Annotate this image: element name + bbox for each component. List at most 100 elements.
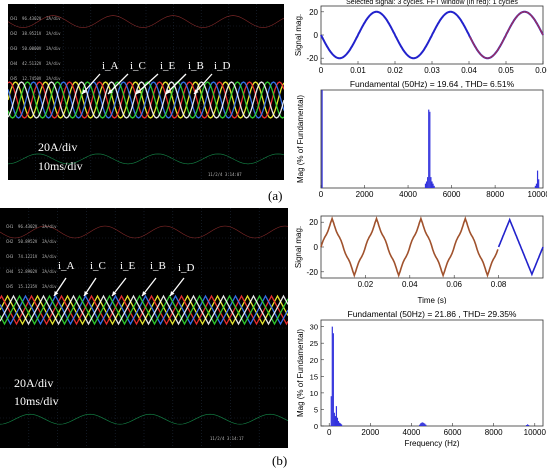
scale-time-b: 10ms/div [14,394,59,408]
phase-current-trace [0,294,288,326]
x-tick-label: 0.03 [424,66,440,75]
arrow-head [170,291,175,296]
x-tick-label: 0 [327,428,332,437]
scale-current-b: 20A/div [14,376,54,390]
voltage-trace [0,413,288,425]
voltage-trace [8,153,284,165]
phase-current-trace [0,294,288,326]
spectrum-title: Fundamental (50Hz) = 21.86 , THD= 29.35% [348,309,517,319]
signal-line [497,217,544,277]
phase-current-trace [8,81,284,119]
x-tick-label: 0.05 [498,66,514,75]
y-tick-label: 20 [310,356,318,365]
phase-current-trace [8,81,284,119]
label-iA: i_A [102,60,119,72]
x-tick-label: 0.08 [491,280,507,289]
x-axis-label: Frequency (Hz) [404,439,459,448]
label-iA: i_A [58,260,75,272]
pointer-arrow [165,73,187,95]
label-iB: i_B [188,60,204,72]
phase-current-trace [0,294,288,326]
y-tick-label: -20 [306,268,318,277]
x-tick-label: 0.02 [387,66,403,75]
pointer-arrow [107,73,129,95]
oscilloscope-b: CH1 96.4302V 2A/div CH2 50.8952V 2A/div … [0,208,288,448]
scale-time-a: 10ms/div [38,159,83,173]
time-plot-a-svg: Selected signal: 3 cycles. FFT window (i… [294,0,550,75]
y-tick-label: 30 [310,323,318,332]
label-iE: i_E [120,260,136,272]
y-tick-label: 20 [309,8,318,17]
oscilloscope-a: CH1 96.4302V 2A/div CH2 38.9521V 2A/div … [8,4,284,180]
x-tick-label: 0.06 [446,280,462,289]
voltage-trace [8,15,284,28]
label-iD: i_D [178,262,195,274]
y-axis-label: Signal mag. [294,14,303,56]
phase-current-trace [8,81,284,119]
figure-label-b: (b) [272,453,288,468]
phase-current-trace [0,294,288,326]
x-tick-label: 0.04 [402,280,418,289]
y-axis-label: Mag (% of Fundamental) [296,329,305,417]
x-tick-label: 6000 [444,428,462,437]
x-tick-label: 10000 [528,190,547,199]
x-tick-label: 2000 [356,190,374,199]
scope-a-traces [8,4,284,180]
y-tick-label: 20 [309,218,318,227]
spectrum-b: Fundamental (50Hz) = 21.86 , THD= 29.35%… [291,308,547,448]
phase-current-trace [8,81,284,119]
arrow-head [142,291,147,296]
x-tick-label: 4000 [399,190,417,199]
x-tick-label: 0 [319,190,324,199]
fft-window-line [320,216,499,278]
arrow-head [84,291,89,296]
x-tick-label: 0.01 [350,66,366,75]
spectrum-a: Fundamental (50Hz) = 19.64 , THD= 6.51% 0… [291,78,550,200]
channel-row: CH2 38.9521V 2A/div [10,31,61,36]
y-tick-label: 0 [314,243,319,252]
y-tick-label: 15 [310,372,318,381]
arrow-head [112,291,117,296]
x-tick-label: 0.02 [358,280,374,289]
arrow-head [166,89,171,94]
x-tick-label: 8000 [485,428,503,437]
x-tick-label: 0.04 [461,66,477,75]
time-plot-b-svg: 20 0 -20 0.02 0.04 0.06 0.08 Signal mag. Time (s… [294,215,544,305]
channel-row: CH3 74.1221V 2A/div [6,254,57,259]
channel-row: CH4 52.8902V 2A/div [6,269,57,274]
arrow-head [82,89,87,94]
label-iC: i_C [130,60,146,72]
arrow-head [136,89,141,94]
label-iD: i_D [214,60,231,72]
x-tick-label: 0 [319,66,324,75]
pointer-arrow [135,73,159,95]
x-tick-label: 8000 [486,190,504,199]
time-plot-title: Selected signal: 3 cycles. FFT window (i… [346,0,518,6]
arrow-head [194,89,199,94]
plot-frame [320,319,544,427]
scope-b-traces [0,208,288,448]
channel-readout-b: CH1 96.4302V 2A/div CH2 50.8952V 2A/div … [6,214,57,299]
x-tick-label: 0.06 [535,66,547,75]
voltage-trace [0,225,288,239]
timestamp-a: 11/2/4 3:14:07 [208,172,242,177]
time-plot-b: 20 0 -20 0.02 0.04 0.06 0.08 Signal mag. Time (s… [291,208,547,305]
channel-row: CH2 50.8952V 2A/div [6,239,57,244]
channel-row: CH1 96.4302V 2A/div [10,16,61,21]
spectrum-a-svg: Fundamental (50Hz) = 19.64 , THD= 6.51% 0… [296,79,550,199]
plot-frame [320,89,544,189]
channel-row: CH1 96.4302V 2A/div [6,224,57,229]
scale-current-a: 20A/div [38,140,78,154]
spectrum-title: Fundamental (50Hz) = 19.64 , THD= 6.51% [350,79,515,89]
y-tick-label: 10 [310,389,318,398]
y-axis-label: Signal mag. [294,226,303,268]
channel-row: CH3 50.0000V 2A/div [10,46,61,51]
y-tick-label: -20 [306,54,318,63]
label-iC: i_C [90,260,106,272]
timestamp-b: 11/2/4 3:14:17 [210,436,244,441]
y-tick-label: 25 [310,339,318,348]
x-tick-label: 2000 [361,428,379,437]
arrow-head [108,89,113,94]
x-tick-label: 10000 [524,428,547,437]
phase-current-trace [8,81,284,119]
